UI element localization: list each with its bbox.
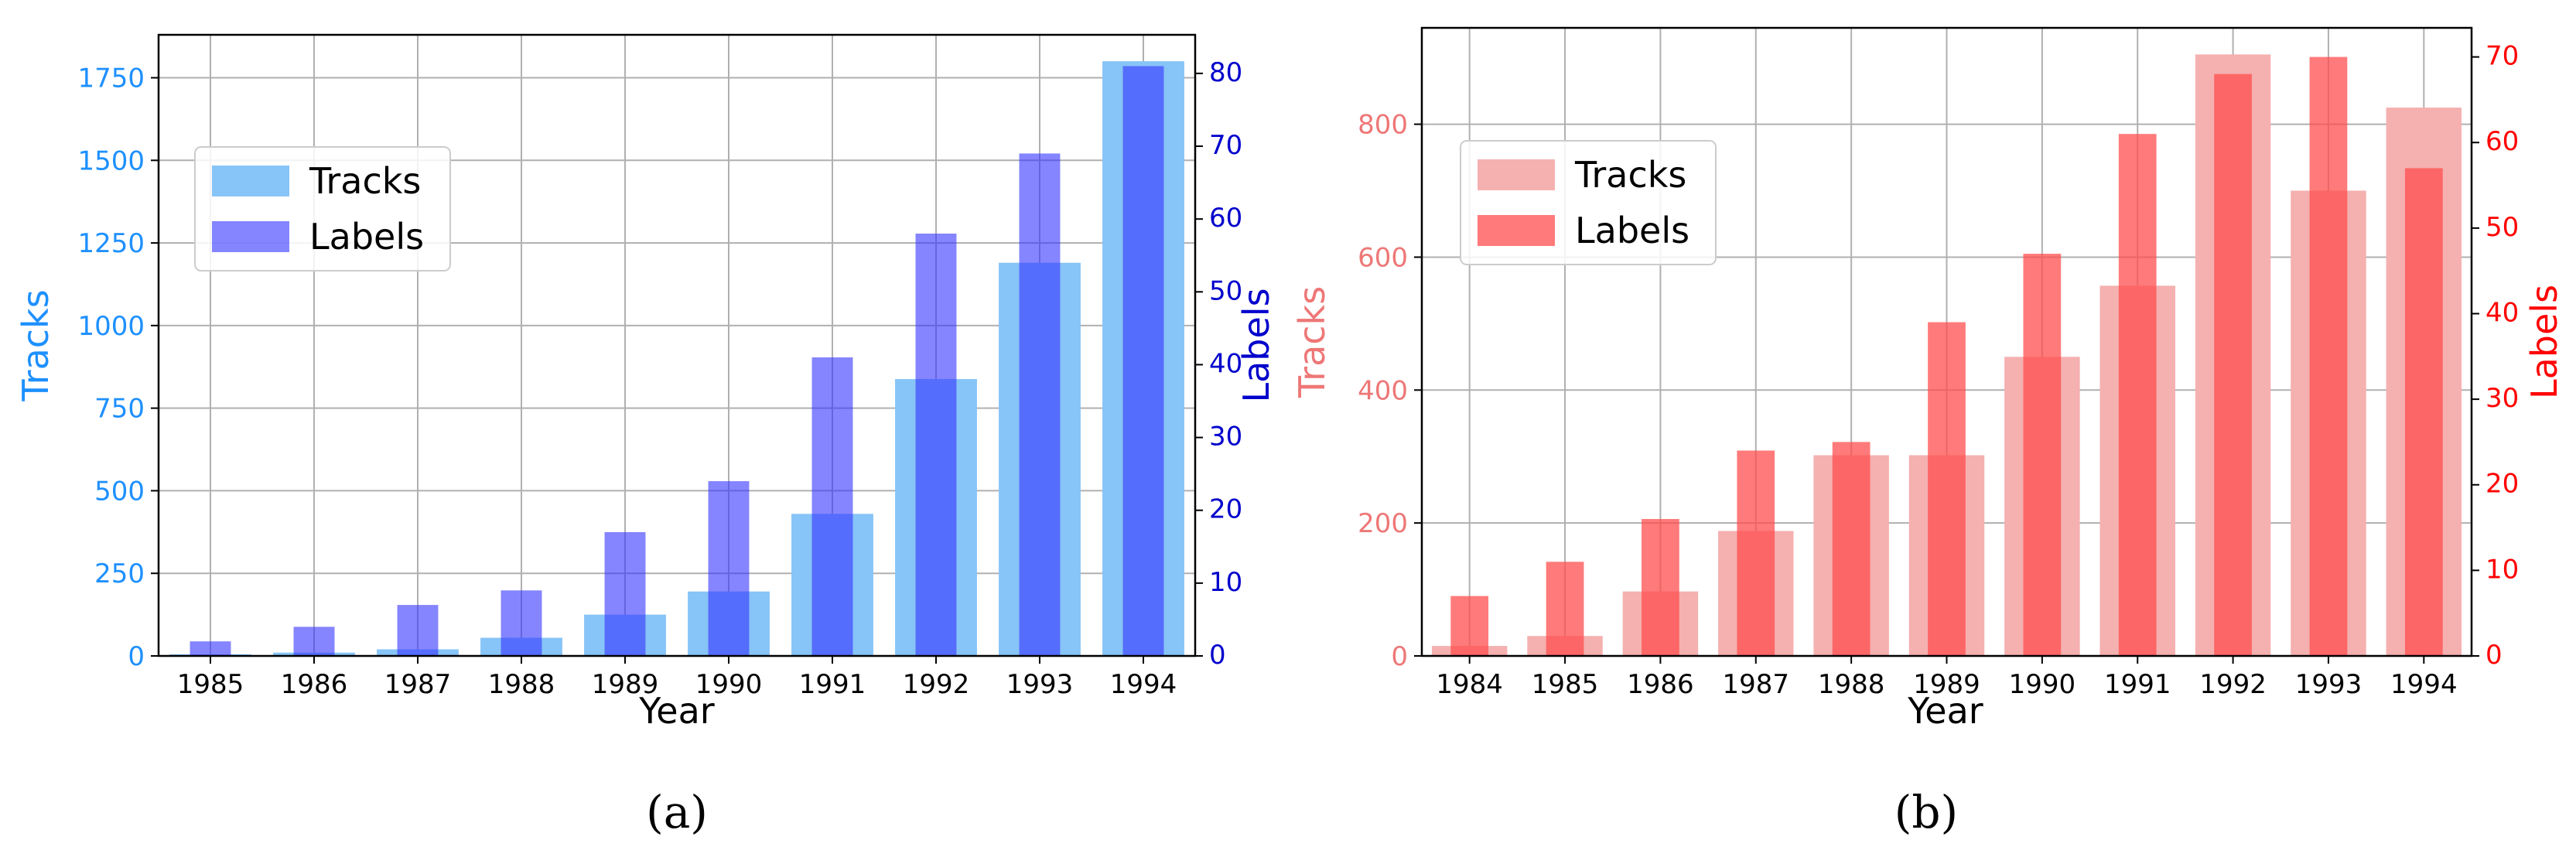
bar-labels-1990 [2023, 254, 2062, 656]
bar-labels-1984 [1450, 596, 1489, 656]
panel-a: 1985 1986 1987 1988 1989 1990 1991 1992 1993 1994… [15, 33, 1277, 838]
y-right-tick-label: 40 [2485, 297, 2519, 328]
y-right-tick-label: 70 [2485, 41, 2519, 72]
y-axis-label-right: Labels [2523, 285, 2565, 399]
x-tick-label: 1991 [799, 669, 866, 700]
y-left-tick-label: 800 [1358, 110, 1408, 141]
legend-label-tracks: Tracks [309, 160, 421, 202]
bar-labels-1994 [1122, 66, 1164, 656]
x-tick-label: 1986 [1627, 669, 1694, 700]
panel-b: 1984 1985 1986 1987 1988 1989 1990 1991 1992 1993… [1291, 26, 2565, 838]
x-tick-label: 1994 [1110, 669, 1177, 700]
x-tick-label: 1990 [695, 669, 763, 700]
plot-frame [157, 33, 1197, 657]
y-right-tick-label: 10 [1209, 567, 1242, 598]
bar-labels-1986 [1642, 518, 1679, 656]
x-tick-label: 1989 [592, 669, 659, 700]
x-tick-label: 1991 [2104, 669, 2171, 700]
bar-labels-1992 [915, 233, 957, 656]
bar-labels-1987 [1737, 450, 1775, 656]
y-axis-label-right: Labels [1235, 288, 1277, 402]
y-left-tick-label: 1250 [77, 228, 145, 259]
x-tick-label: 1987 [1723, 669, 1790, 700]
y-right-tick-label: 60 [2485, 126, 2519, 157]
x-tick-label: 1993 [1006, 669, 1074, 700]
y-axis-label-left: Tracks [1291, 286, 1333, 398]
x-axis-label: Year [638, 690, 714, 732]
bar-labels-1993 [2309, 56, 2348, 656]
y-right-tick-label: 40 [1209, 348, 1242, 379]
bar-labels-1988 [1832, 442, 1871, 656]
bar-labels-1993 [1019, 153, 1061, 656]
y-right-tick-label: 30 [2485, 383, 2519, 414]
legend-label-labels: Labels [1575, 210, 1689, 251]
y-right-tick-label: 0 [1209, 640, 1226, 671]
bar-labels-1991 [2118, 134, 2157, 656]
legend-swatch-tracks [1478, 159, 1555, 190]
y-left-tick-label: 250 [94, 558, 145, 589]
panel-caption: (a) [646, 786, 708, 838]
x-tick-label: 1988 [488, 669, 555, 700]
y-right-tick-label: 10 [2485, 554, 2519, 585]
y-right-tick-label: 0 [2485, 640, 2503, 671]
x-tick-label: 1992 [903, 669, 970, 700]
legend-swatch-tracks [212, 166, 289, 196]
y-right-tick-label: 30 [1209, 422, 1242, 452]
legend-label-labels: Labels [309, 216, 424, 258]
bar-labels-1987 [397, 605, 439, 656]
x-tick-label: 1987 [384, 669, 452, 700]
x-tick-label: 1988 [1818, 669, 1885, 700]
x-tick-label: 1990 [2009, 669, 2076, 700]
x-tick-label: 1992 [2199, 669, 2267, 700]
bar-labels-1991 [811, 357, 853, 656]
x-tick-label: 1985 [1532, 669, 1599, 700]
y-left-tick-label: 1500 [77, 145, 145, 176]
bar-labels-1994 [2404, 168, 2443, 656]
y-right-tick-label: 80 [1209, 57, 1242, 88]
y-right-tick-label: 60 [1209, 203, 1242, 234]
y-left-tick-label: 200 [1358, 508, 1408, 539]
y-left-tick-label: 500 [94, 476, 145, 507]
y-right-tick-label: 20 [2485, 469, 2519, 500]
y-left-tick-label: 0 [128, 641, 145, 672]
x-axis-label: Year [1907, 690, 1983, 732]
y-left-tick-label: 600 [1358, 242, 1408, 273]
legend-label-tracks: Tracks [1574, 154, 1686, 196]
bar-labels-1985 [1546, 562, 1584, 656]
x-tick-label: 1989 [1913, 669, 1980, 700]
bar-labels-1989 [1928, 322, 1966, 656]
bar-labels-1985 [190, 641, 231, 656]
y-left-tick-label: 1000 [77, 311, 145, 342]
bar-labels-1992 [2214, 73, 2252, 657]
y-right-tick-label: 20 [1209, 494, 1242, 525]
x-tick-label: 1984 [1436, 669, 1503, 700]
y-left-tick-label: 400 [1358, 375, 1408, 406]
bar-labels-1986 [293, 627, 335, 656]
panel-caption: (b) [1894, 786, 1958, 838]
x-tick-label: 1986 [281, 669, 348, 700]
legend-swatch-labels [1478, 215, 1555, 246]
bar-labels-1988 [501, 590, 542, 656]
y-right-tick-label: 50 [1209, 275, 1242, 306]
y-right-tick-label: 50 [2485, 212, 2519, 243]
y-right-tick-label: 70 [1209, 130, 1242, 161]
x-tick-label: 1994 [2390, 669, 2458, 700]
y-left-tick-label: 750 [94, 394, 145, 425]
bar-labels-1989 [604, 531, 646, 656]
x-tick-label: 1985 [177, 669, 244, 700]
bar-labels-1990 [708, 481, 750, 656]
y-left-tick-label: 1750 [77, 63, 145, 94]
x-tick-label: 1993 [2295, 669, 2362, 700]
legend-swatch-labels [212, 221, 289, 252]
y-axis-label-left: Tracks [15, 289, 56, 401]
y-left-tick-label: 0 [1391, 641, 1408, 672]
